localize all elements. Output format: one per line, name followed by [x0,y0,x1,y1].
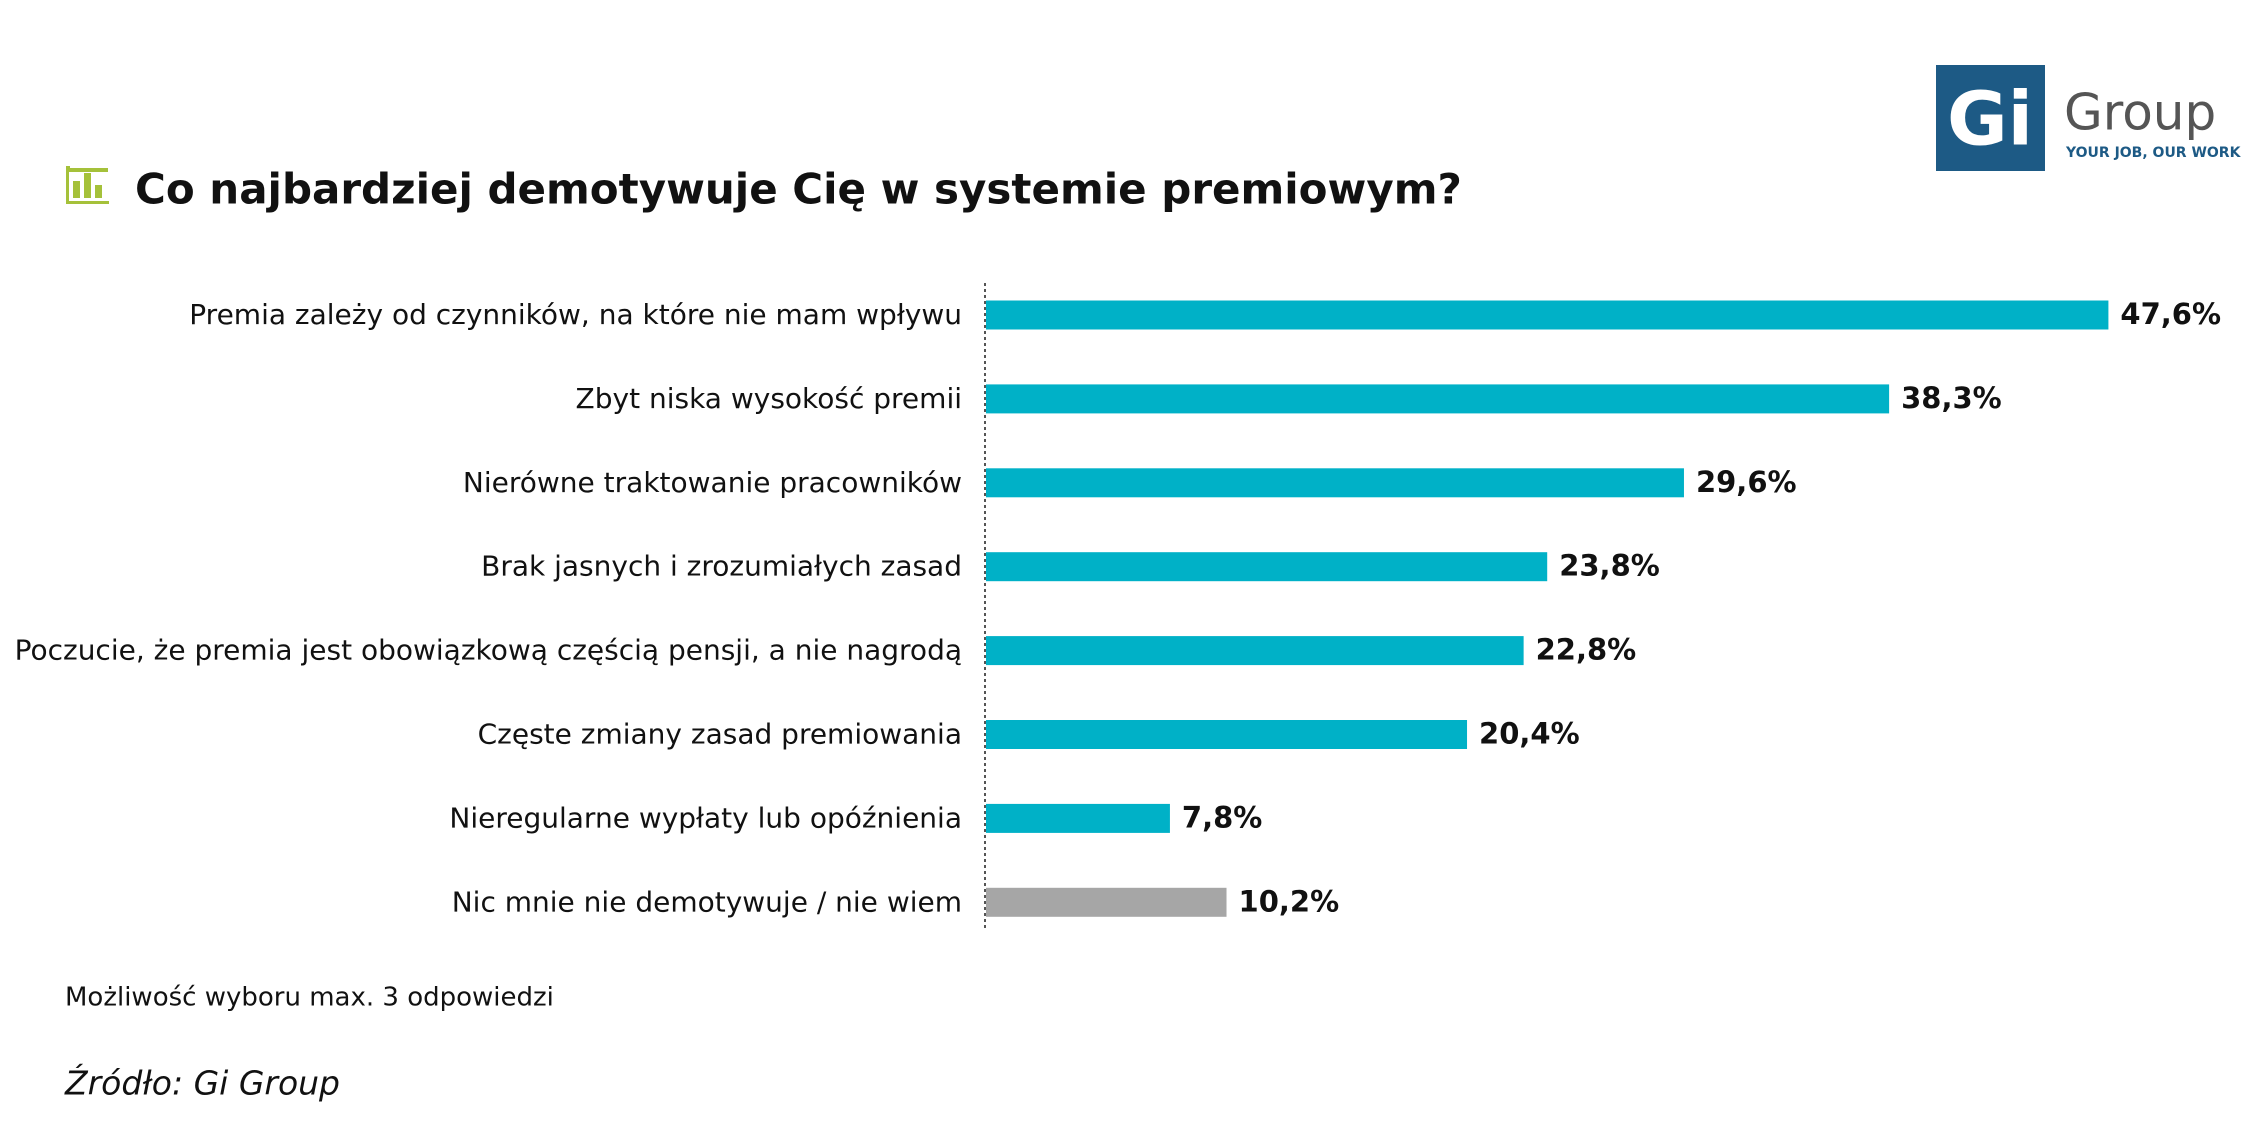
category-label: Częste zmiany zasad premiowania [478,718,962,751]
category-label: Nierówne traktowanie pracowników [463,466,962,499]
category-label: Poczucie, że premia jest obowiązkową czę… [15,634,962,667]
value-label: 29,6% [1696,465,1797,499]
note: Możliwość wyboru max. 3 odpowiedzi [65,983,554,1013]
bar [986,636,1524,666]
value-label: 38,3% [1901,381,2002,415]
value-label: 47,6% [2120,297,2221,331]
value-label: 20,4% [1479,717,1580,751]
logo-mark: Gi [1947,77,2033,163]
value-label: 22,8% [1536,633,1637,667]
bar [986,803,1170,833]
chart-icon [66,166,109,204]
logo-name: Group [2064,84,2216,142]
value-label: 7,8% [1182,800,1262,834]
bar [986,552,1548,582]
bar [986,720,1468,749]
logo: Gi Group YOUR JOB, OUR WORK [1936,65,2242,171]
category-label: Nieregularne wypłaty lub opóźnienia [449,801,962,834]
bar [986,887,1227,917]
chart-title: Co najbardziej demotywuje Cię w systemie… [135,165,1462,214]
value-label: 23,8% [1559,549,1660,583]
bar [986,300,2109,330]
category-label: Premia zależy od czynników, na które nie… [189,298,962,331]
source: Źródło: Gi Group [64,1063,340,1103]
category-label: Brak jasnych i zrozumiałych zasad [481,550,962,583]
logo-tagline: YOUR JOB, OUR WORK [2065,145,2242,161]
bar [986,468,1684,498]
category-label: Nic mnie nie demotywuje / nie wiem [452,885,962,918]
category-label: Zbyt niska wysokość premii [576,382,962,415]
bar [986,384,1890,414]
logo-box [1936,65,2045,171]
value-label: 10,2% [1239,884,1340,918]
